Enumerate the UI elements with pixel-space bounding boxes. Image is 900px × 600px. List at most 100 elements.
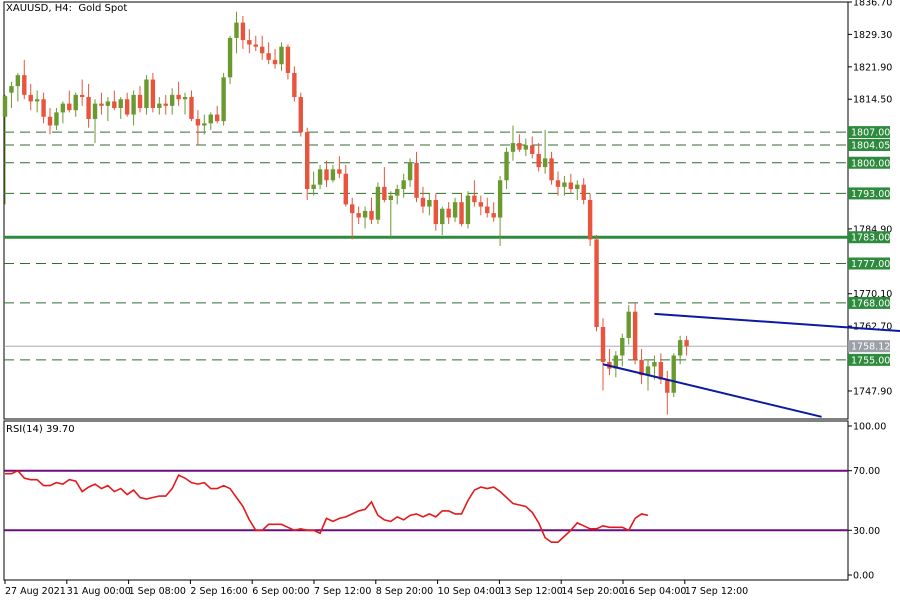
candle-body: [227, 37, 233, 78]
candle-body: [362, 210, 368, 218]
level-price-label: 1777.00: [851, 259, 890, 270]
rsi-tick-label: 70.00: [853, 466, 880, 477]
candle-body: [163, 103, 168, 106]
candle-body: [2, 96, 8, 117]
candle-body: [202, 123, 207, 126]
candle-body: [292, 72, 297, 98]
candle-body: [510, 143, 516, 152]
rsi-panel-frame: [3, 420, 849, 581]
level-price-label: 1768.00: [851, 298, 890, 309]
level-price-tag: [848, 126, 890, 139]
candle-body: [395, 189, 400, 196]
candle-body: [99, 103, 104, 106]
candle-body: [555, 180, 561, 187]
channel-upper-line: [654, 312, 900, 333]
candle-body: [485, 206, 490, 214]
candle-body: [568, 182, 574, 190]
candle-body: [350, 204, 355, 214]
candle-body: [330, 169, 336, 181]
candle-body: [581, 184, 586, 200]
candle-body: [562, 182, 567, 187]
candle-body: [9, 86, 14, 93]
candle-body: [652, 362, 657, 367]
time-label: 7 Sep 12:00: [314, 586, 371, 597]
candle-body: [639, 359, 644, 376]
candle-body: [189, 97, 194, 119]
candle-body: [446, 208, 451, 218]
candle-body: [497, 180, 503, 218]
candle-body: [472, 195, 477, 203]
candle-body: [459, 202, 464, 225]
candle-body: [176, 94, 181, 100]
price-tick-label: 1829.30: [853, 30, 892, 41]
candle-body: [549, 158, 554, 181]
candle-body: [465, 195, 471, 225]
candle-body: [137, 94, 143, 109]
candle-body: [105, 101, 111, 106]
time-label: 13 Sep 12:00: [499, 586, 562, 597]
candle-body: [677, 340, 683, 356]
candle-body: [427, 199, 432, 207]
time-label: 8 Sep 20:00: [376, 586, 433, 597]
time-label: 14 Sep 20:00: [561, 586, 624, 597]
candle-body: [195, 118, 201, 126]
candle-body: [253, 44, 258, 47]
candle-body: [305, 132, 310, 190]
candle-body: [665, 379, 670, 393]
candle-body: [15, 75, 21, 87]
candle-body: [613, 355, 619, 369]
candle-body: [375, 186, 381, 220]
candle-body: [440, 208, 445, 225]
candle-body: [60, 103, 66, 113]
candle-body: [47, 116, 53, 126]
candle-body: [112, 101, 117, 109]
candle-body: [523, 145, 529, 150]
candle-body: [684, 340, 689, 347]
level-price-tag: [848, 156, 890, 169]
candle-body: [620, 337, 625, 356]
candle-body: [658, 362, 664, 380]
level-price-tag: [848, 187, 890, 200]
candle-body: [401, 180, 406, 190]
candle-body: [356, 213, 361, 218]
candle-body: [118, 99, 123, 109]
candle-body: [34, 99, 40, 102]
candle-body: [208, 114, 213, 124]
rsi-title: RSI(14) 39.70: [6, 424, 75, 435]
candle-body: [247, 40, 252, 45]
candle-body: [221, 77, 226, 122]
candle-body: [587, 199, 593, 240]
time-label: 10 Sep 04:00: [438, 586, 501, 597]
level-price-label: 1793.00: [851, 189, 890, 200]
candle-body: [382, 186, 387, 200]
candle-body: [124, 99, 130, 115]
candle-body: [600, 327, 606, 363]
level-price-label: 1807.00: [851, 128, 890, 139]
level-price-label: 1800.00: [851, 158, 890, 169]
candle-body: [41, 99, 46, 117]
candle-body: [240, 22, 246, 41]
price-tick-label: 1814.50: [853, 95, 892, 106]
level-price-tag: [848, 231, 890, 244]
level-price-label: 1804.05: [851, 141, 890, 152]
candle-body: [420, 197, 426, 207]
candle-body: [144, 79, 149, 109]
candle-body: [86, 97, 91, 119]
rsi-line: [5, 469, 649, 544]
candle-body: [407, 162, 413, 181]
candle-body: [92, 103, 98, 119]
symbol-description: Gold Spot: [78, 3, 128, 14]
price-panel-frame: [3, 1, 849, 420]
candle-body: [575, 184, 580, 190]
candle-body: [214, 114, 220, 122]
candle-body: [491, 213, 496, 218]
price-tick-label: 1747.90: [853, 386, 892, 397]
level-price-tag: [848, 257, 890, 270]
candle-body: [452, 202, 458, 218]
time-label: 2 Sep 16:00: [190, 586, 247, 597]
candle-body: [369, 210, 374, 220]
symbol-label: XAUUSD, H4:: [6, 3, 72, 14]
candle-body: [182, 97, 188, 100]
time-label: 17 Sep 12:00: [685, 586, 748, 597]
